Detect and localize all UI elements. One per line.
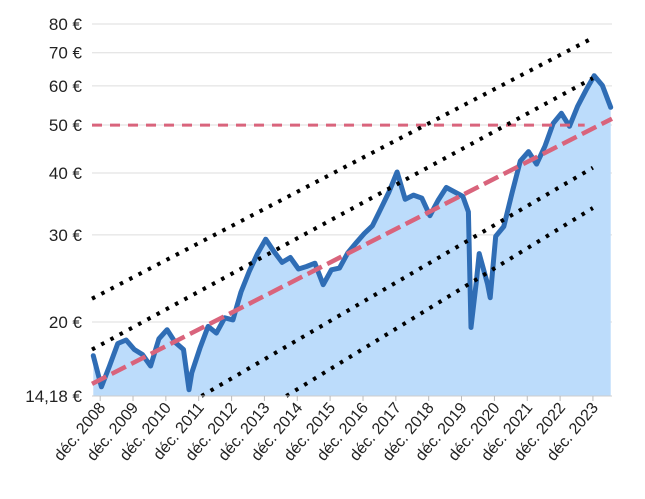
y-tick-label: 40 € xyxy=(49,164,83,183)
y-tick-label: 20 € xyxy=(49,313,83,332)
price-area-layer xyxy=(90,73,614,396)
y-tick-label: 70 € xyxy=(49,44,83,63)
y-tick-label: 60 € xyxy=(49,77,83,96)
price-area xyxy=(93,75,611,396)
y-tick-label: 50 € xyxy=(49,116,83,135)
gridlines xyxy=(92,23,612,323)
channel-line xyxy=(200,165,594,398)
y-axis: 14,18 € 20 € 30 € 40 € 50 € 60 € 70 € 80 € xyxy=(25,15,82,406)
overlay-lines-layer xyxy=(90,36,614,398)
price-line xyxy=(90,73,614,393)
channel-line xyxy=(285,206,594,398)
y-tick-label: 80 € xyxy=(49,15,83,34)
y-tick-label: 14,18 € xyxy=(25,387,82,406)
trend-line xyxy=(90,116,614,386)
y-tick-label: 30 € xyxy=(49,226,83,245)
channel-line xyxy=(91,76,594,352)
